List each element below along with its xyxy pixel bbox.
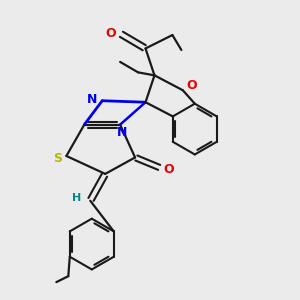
Text: O: O <box>106 27 116 40</box>
Text: O: O <box>187 79 197 92</box>
Text: H: H <box>72 193 82 203</box>
Text: N: N <box>87 93 97 106</box>
Text: S: S <box>53 152 62 166</box>
Text: N: N <box>116 127 127 140</box>
Text: O: O <box>164 163 174 176</box>
